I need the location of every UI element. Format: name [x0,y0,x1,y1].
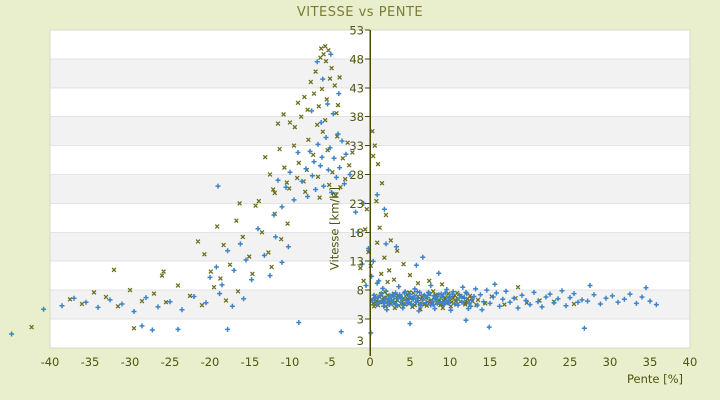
y-tick-label: 28 [349,168,364,182]
x-tick-label: 20 [523,355,538,369]
x-tick-label: 15 [483,355,498,369]
x-tick-label: 25 [563,355,578,369]
y-tick-label: 48 [349,52,364,66]
x-tick-label: 40 [683,355,698,369]
x-tick-label: 0 [366,355,373,369]
x-axis-label: Pente [%] [626,372,684,386]
x-tick-label: 35 [643,355,658,369]
y-tick-label: 3 [357,313,364,327]
x-tick-label: 5 [406,355,413,369]
y-axis-label: Vitesse [km/h] [327,186,342,271]
x-tick-label: -20 [201,355,220,369]
chart-title: VITESSE vs PENTE [296,5,424,20]
x-tick-label: -30 [121,355,140,369]
y-tick-label: 13 [349,255,364,269]
serie-blue [9,51,659,337]
x-tick-label: 10 [443,355,458,369]
y-tick-label: 8 [357,284,364,298]
x-tick-label: -25 [161,355,180,369]
x-tick-label: -40 [41,355,60,369]
x-tick-label: -15 [241,355,260,369]
x-tick-label: -10 [281,355,300,369]
y-tick-label: 23 [349,197,364,211]
y-axis-end-label: 3 [357,334,364,348]
x-tick-label: 30 [603,355,618,369]
x-tick-label: -35 [81,355,100,369]
y-tick-label: 33 [349,139,364,153]
y-tick-label: 18 [349,226,364,240]
y-tick-label: 53 [349,24,364,38]
x-tick-label: -5 [324,355,335,369]
y-tick-label: 38 [349,110,364,124]
y-tick-label: 43 [349,81,364,95]
